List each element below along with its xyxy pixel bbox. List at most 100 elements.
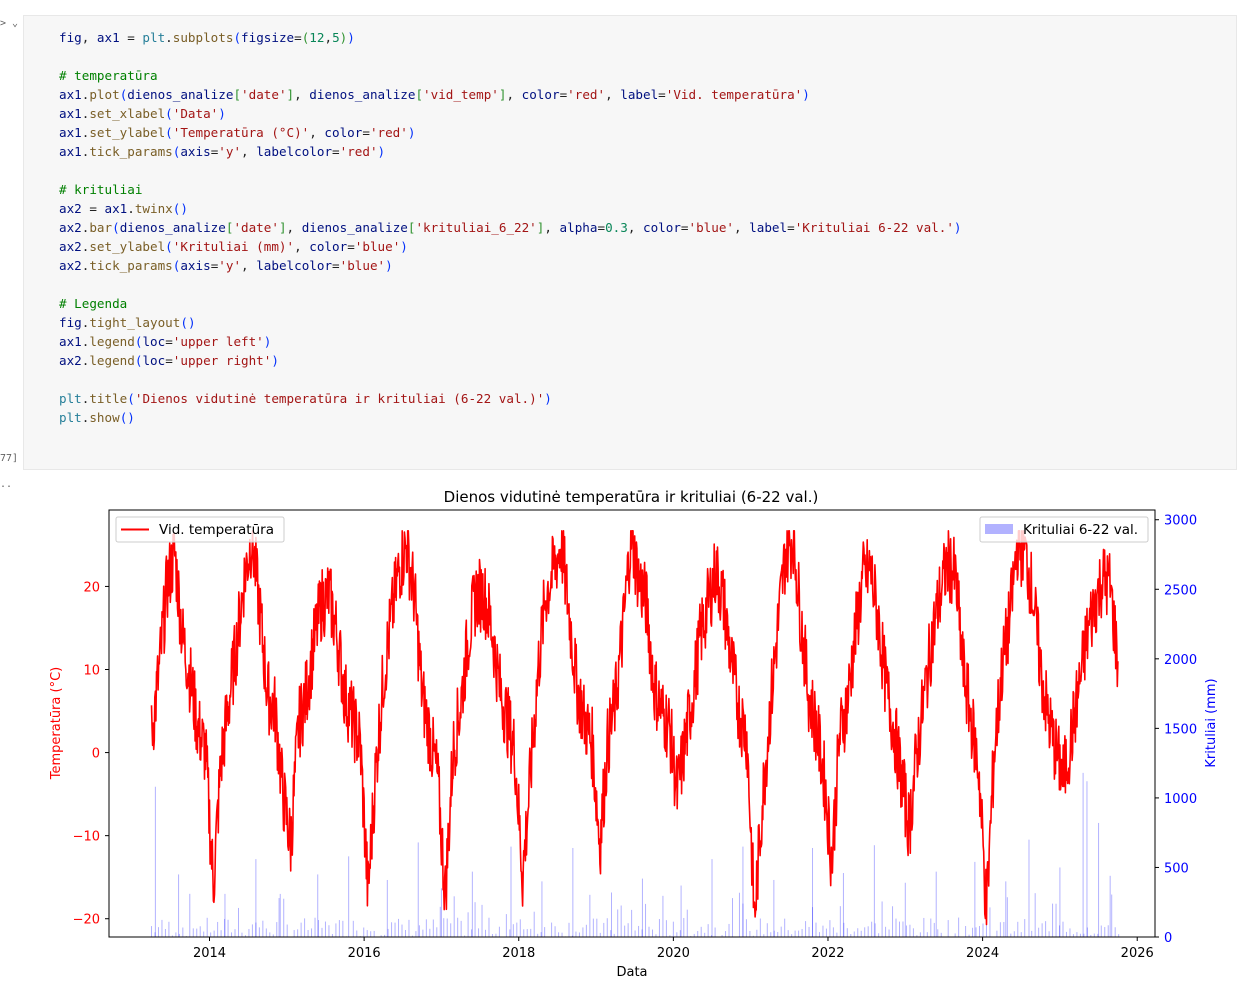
code-line[interactable]: # temperatūra	[59, 66, 962, 85]
code-line[interactable]: ax2.legend(loc='upper right')	[59, 351, 962, 370]
code-token: ,	[241, 144, 257, 159]
code-token: tight_layout	[89, 315, 181, 330]
code-token: (	[172, 201, 181, 216]
code-token: # krituliai	[59, 182, 143, 197]
legend-temperature-label: Vid. temperatūra	[159, 522, 274, 538]
code-token: .	[81, 106, 90, 121]
code-line[interactable]: # Legenda	[59, 294, 962, 313]
x-axis: 2014 2016 2018 2020 2022 2024 2026	[193, 937, 1154, 961]
code-line[interactable]	[59, 370, 962, 389]
legend-precipitation: Krituliai 6-22 val.	[979, 516, 1149, 543]
code-token: =	[680, 220, 689, 235]
code-token: (	[301, 30, 310, 45]
code-token: 'upper right'	[172, 353, 272, 368]
code-token: 'y'	[218, 144, 242, 159]
code-token: )	[180, 201, 188, 216]
chart: Dienos vidutinė temperatūra ir krituliai…	[49, 488, 1219, 980]
x-tick-label: 2022	[811, 946, 844, 961]
code-token: .	[127, 201, 135, 216]
code-cell-editor[interactable]: fig, ax1 = plt.subplots(figsize=(12,5)) #…	[23, 15, 1237, 470]
code-token: =	[362, 125, 370, 140]
code-token: figsize	[241, 30, 295, 45]
code-token: dienos_analize	[309, 87, 416, 102]
code-token: ,	[294, 87, 310, 102]
cell-collapse-toggle[interactable]: > ⌄	[0, 18, 19, 29]
code-token: axis	[180, 144, 211, 159]
code-line[interactable]: ax2 = ax1.twinx()	[59, 199, 962, 218]
code-token: (	[127, 391, 135, 406]
code-token: dienos_analize	[127, 87, 234, 102]
code-token: # Legenda	[59, 296, 128, 311]
y-right-tick-label: 3000	[1164, 514, 1197, 529]
code-token: =	[210, 144, 219, 159]
code-line[interactable]	[59, 161, 962, 180]
code-line[interactable]: plt.title('Dienos vidutinė temperatūra i…	[59, 389, 962, 408]
code-line[interactable]	[59, 47, 962, 66]
code-token: =	[347, 239, 355, 254]
code-token: (	[119, 410, 128, 425]
code-token: dienos_analize	[119, 220, 226, 235]
code-block[interactable]: fig, ax1 = plt.subplots(figsize=(12,5)) #…	[59, 28, 962, 427]
code-token: .	[81, 258, 90, 273]
code-token: ,	[286, 220, 302, 235]
code-token: 'Vid. temperatūra'	[665, 87, 803, 102]
code-token: (	[165, 239, 173, 254]
code-token: )	[127, 410, 135, 425]
code-line[interactable]: ax2.tick_params(axis='y', labelcolor='bl…	[59, 256, 962, 275]
code-token: ,	[294, 239, 310, 254]
code-token: )	[339, 30, 348, 45]
code-token: ,	[544, 220, 560, 235]
code-token: )	[802, 87, 810, 102]
y-axis-left: −20 −10 0 10 20	[73, 580, 109, 928]
output-marker[interactable]: ..	[0, 479, 13, 490]
code-line[interactable]: ax1.tick_params(axis='y', labelcolor='re…	[59, 142, 962, 161]
code-token: )	[377, 144, 386, 159]
code-token: [	[415, 87, 424, 102]
code-line[interactable]: ax1.legend(loc='upper left')	[59, 332, 962, 351]
code-token: title	[89, 391, 128, 406]
code-line[interactable]: ax1.set_xlabel('Data')	[59, 104, 962, 123]
x-tick-label: 2026	[1121, 946, 1154, 961]
code-token: 'red'	[339, 144, 378, 159]
code-line[interactable]: ax1.set_ylabel('Temperatūra (°C)', color…	[59, 123, 962, 142]
y-right-tick-label: 2500	[1164, 583, 1197, 598]
code-token: label	[749, 220, 788, 235]
code-line[interactable]: fig.tight_layout()	[59, 313, 962, 332]
code-line[interactable]: ax1.plot(dienos_analize['date'], dienos_…	[59, 85, 962, 104]
code-token: 5	[332, 30, 340, 45]
y-axis-right: 0 500 1000 1500 2000 2500 3000	[1155, 514, 1197, 946]
code-token: ax2	[59, 353, 82, 368]
code-token: (	[165, 125, 173, 140]
x-tick-label: 2018	[502, 946, 535, 961]
y-right-tick-label: 1000	[1164, 792, 1197, 807]
code-token: twinx	[134, 201, 173, 216]
code-token: ax2	[59, 220, 82, 235]
code-token: 'blue'	[354, 239, 401, 254]
code-token: labelcolor	[256, 144, 333, 159]
code-token: set_xlabel	[89, 106, 166, 121]
code-token: (	[172, 144, 181, 159]
code-line[interactable]: fig, ax1 = plt.subplots(figsize=(12,5))	[59, 28, 962, 47]
code-token: ,	[309, 125, 325, 140]
code-line[interactable]: # krituliai	[59, 180, 962, 199]
y-right-tick-label: 1500	[1164, 722, 1197, 737]
code-token: ,	[241, 258, 257, 273]
legend-temperature: Vid. temperatūra	[115, 516, 285, 543]
code-token: ax1	[59, 125, 82, 140]
code-token: )	[271, 353, 279, 368]
code-token: set_ylabel	[89, 239, 166, 254]
y-right-tick-label: 2000	[1164, 653, 1197, 668]
code-line[interactable]: plt.show()	[59, 408, 962, 427]
code-token: ax1	[59, 144, 82, 159]
code-token: )	[407, 125, 416, 140]
legend-temperature-box	[115, 516, 285, 543]
code-token: =	[119, 30, 143, 45]
x-tick-label: 2024	[966, 946, 999, 961]
y-left-tick-label: 20	[83, 580, 100, 595]
code-line[interactable]: ax2.set_ylabel('Krituliai (mm)', color='…	[59, 237, 962, 256]
code-token: color	[324, 125, 363, 140]
code-token: 'Dienos vidutinė temperatūra ir kritulia…	[134, 391, 545, 406]
code-token: loc	[142, 334, 166, 349]
code-line[interactable]	[59, 275, 962, 294]
code-line[interactable]: ax2.bar(dienos_analize['date'], dienos_a…	[59, 218, 962, 237]
